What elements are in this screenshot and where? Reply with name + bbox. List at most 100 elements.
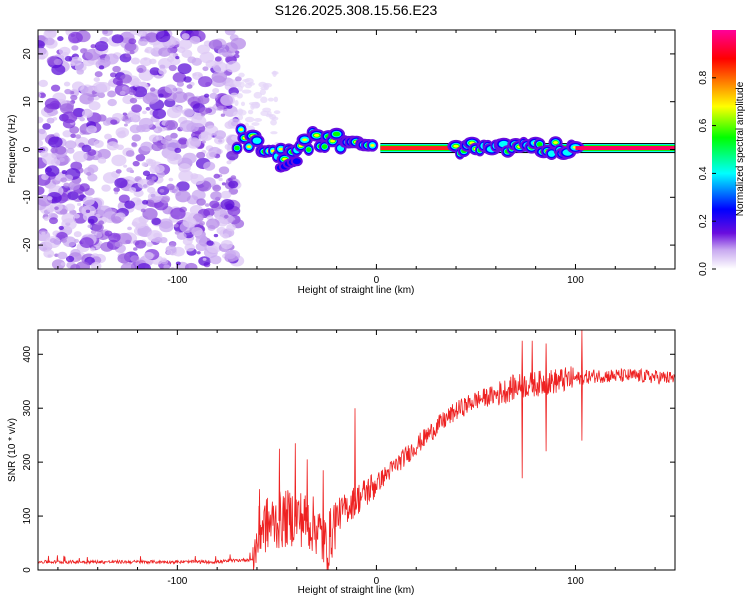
noise-blob: [116, 232, 132, 245]
noise-blob: [220, 190, 232, 199]
noise-blob: [90, 247, 96, 252]
noise-blob: [44, 37, 55, 46]
noise-blob: [90, 261, 102, 269]
noise-blob: [166, 106, 182, 119]
noise-blob: [122, 112, 128, 116]
noise-blob: [142, 208, 158, 220]
noise-blob: [125, 150, 135, 157]
noise-blob: [191, 227, 203, 236]
noise-blob: [125, 53, 131, 58]
track-blob: [553, 141, 558, 144]
noise-blob: [120, 262, 135, 269]
noise-blob: [51, 259, 66, 269]
noise-blob: [127, 226, 132, 231]
noise-blob: [141, 162, 148, 167]
noise-blob: [228, 180, 239, 189]
track-blob: [306, 147, 312, 152]
noise-blob: [199, 107, 210, 115]
noise-blob: [247, 109, 254, 115]
noise-blob: [187, 56, 197, 64]
noise-blob: [70, 133, 77, 139]
signal-track: [231, 123, 675, 173]
noise-blob: [260, 96, 268, 104]
y-tick-label: -10: [22, 190, 33, 205]
noise-blob: [273, 96, 279, 103]
noise-blob: [178, 170, 194, 182]
noise-blob: [131, 134, 142, 142]
y-tick-label: 200: [22, 453, 33, 470]
y-tick-label: 20: [22, 48, 33, 60]
noise-blob: [112, 77, 123, 86]
noise-blob: [192, 72, 197, 77]
noise-blob: [60, 262, 66, 266]
track-blob: [332, 131, 341, 137]
noise-blob: [151, 217, 161, 226]
noise-blob: [173, 223, 179, 228]
noise-blob: [196, 198, 206, 206]
noise-blob: [202, 66, 209, 72]
noise-blob: [225, 60, 241, 73]
noise-blob: [166, 250, 173, 255]
noise-blob: [134, 239, 147, 249]
noise-blob: [41, 174, 49, 180]
noise-blob: [126, 167, 133, 173]
noise-blob: [203, 161, 216, 171]
noise-blob: [76, 202, 82, 206]
noise-blob: [131, 104, 142, 113]
snr-panel: -100 0 100 0 100 200 300 400 Height of straight…: [7, 329, 676, 596]
noise-blob: [230, 37, 246, 50]
track-blob: [330, 139, 335, 143]
noise-blob: [160, 196, 170, 204]
noise-blob: [59, 103, 74, 114]
noise-blob: [111, 216, 122, 224]
noise-blob: [106, 141, 119, 151]
noise-blob: [97, 148, 111, 160]
noise-blob: [95, 59, 108, 70]
noise-blob: [195, 242, 208, 252]
noise-blob: [145, 106, 151, 111]
noise-blob: [164, 135, 173, 142]
noise-blob: [60, 177, 67, 183]
noise-blob: [206, 240, 214, 246]
noise-blob: [114, 177, 128, 189]
noise-blob: [71, 45, 79, 51]
noise-blob: [175, 261, 181, 266]
noise-blob: [149, 165, 160, 174]
noise-blob: [73, 231, 82, 238]
noise-blob: [81, 109, 93, 118]
noise-blob: [114, 241, 123, 248]
noise-blob: [263, 83, 270, 91]
noise-blob: [234, 99, 239, 107]
noise-blob: [38, 92, 46, 99]
noise-blob: [177, 46, 186, 53]
y-tick-label: -20: [22, 237, 33, 252]
noise-blob: [72, 151, 88, 163]
colorbar-tick-label: 0.2: [698, 214, 709, 228]
noise-blob: [151, 142, 163, 152]
noise-blob: [118, 194, 130, 203]
noise-blob: [200, 131, 213, 141]
noise-blob: [145, 199, 155, 207]
noise-blob: [197, 44, 210, 55]
noise-blob: [205, 59, 217, 69]
noise-blob: [43, 249, 55, 258]
noise-blob: [128, 180, 134, 185]
noise-blob: [140, 208, 146, 213]
noise-blob: [214, 130, 227, 140]
noise-blob: [159, 218, 173, 229]
noise-blob: [62, 188, 69, 193]
noise-blob: [184, 262, 198, 269]
noise-blob: [110, 119, 118, 125]
track-blob: [370, 143, 375, 147]
noise-blob: [164, 84, 177, 94]
track-blob: [313, 133, 320, 137]
noise-blob: [196, 151, 206, 159]
noise-blob: [220, 113, 226, 117]
track-blob: [234, 145, 240, 151]
noise-blob: [97, 205, 113, 217]
noise-blob: [199, 221, 206, 226]
noise-blob: [147, 159, 157, 167]
